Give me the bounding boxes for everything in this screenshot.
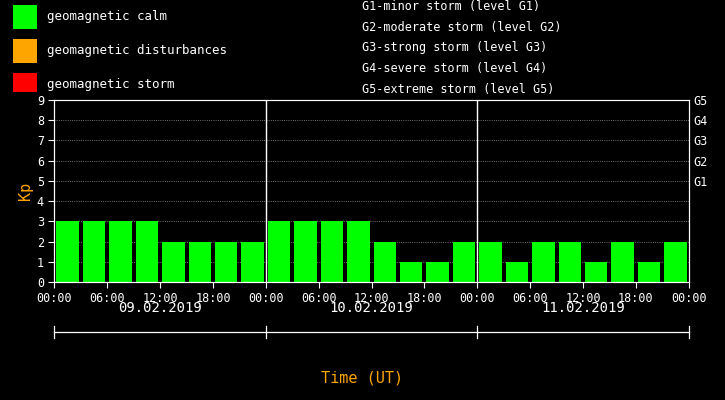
Text: G3-strong storm (level G3): G3-strong storm (level G3) xyxy=(362,41,548,54)
Text: G1-minor storm (level G1): G1-minor storm (level G1) xyxy=(362,0,541,13)
Bar xyxy=(611,242,634,282)
Bar xyxy=(136,221,158,282)
Text: 09.02.2019: 09.02.2019 xyxy=(118,301,202,315)
Bar xyxy=(426,262,449,282)
Text: geomagnetic calm: geomagnetic calm xyxy=(47,10,167,23)
Bar xyxy=(506,262,529,282)
Bar xyxy=(638,262,660,282)
Bar xyxy=(294,221,317,282)
Bar xyxy=(347,221,370,282)
Text: 10.02.2019: 10.02.2019 xyxy=(330,301,413,315)
Bar xyxy=(13,73,37,97)
Bar xyxy=(13,39,37,62)
Bar xyxy=(320,221,343,282)
Bar xyxy=(109,221,132,282)
Bar xyxy=(585,262,608,282)
Bar xyxy=(532,242,555,282)
Bar xyxy=(215,242,237,282)
Bar xyxy=(268,221,290,282)
Bar xyxy=(241,242,264,282)
Text: G5-extreme storm (level G5): G5-extreme storm (level G5) xyxy=(362,83,555,96)
Bar xyxy=(162,242,185,282)
Bar xyxy=(558,242,581,282)
Bar xyxy=(83,221,105,282)
Text: Time (UT): Time (UT) xyxy=(321,370,404,386)
Text: geomagnetic disturbances: geomagnetic disturbances xyxy=(47,44,227,57)
Bar xyxy=(373,242,396,282)
Text: geomagnetic storm: geomagnetic storm xyxy=(47,78,175,91)
Text: G4-severe storm (level G4): G4-severe storm (level G4) xyxy=(362,62,548,75)
Bar xyxy=(57,221,79,282)
Bar xyxy=(479,242,502,282)
Y-axis label: Kp: Kp xyxy=(17,182,33,200)
Bar xyxy=(453,242,476,282)
Bar xyxy=(188,242,211,282)
Text: G2-moderate storm (level G2): G2-moderate storm (level G2) xyxy=(362,21,562,34)
Text: 11.02.2019: 11.02.2019 xyxy=(541,301,625,315)
Bar xyxy=(664,242,687,282)
Bar xyxy=(400,262,423,282)
Bar xyxy=(13,4,37,28)
